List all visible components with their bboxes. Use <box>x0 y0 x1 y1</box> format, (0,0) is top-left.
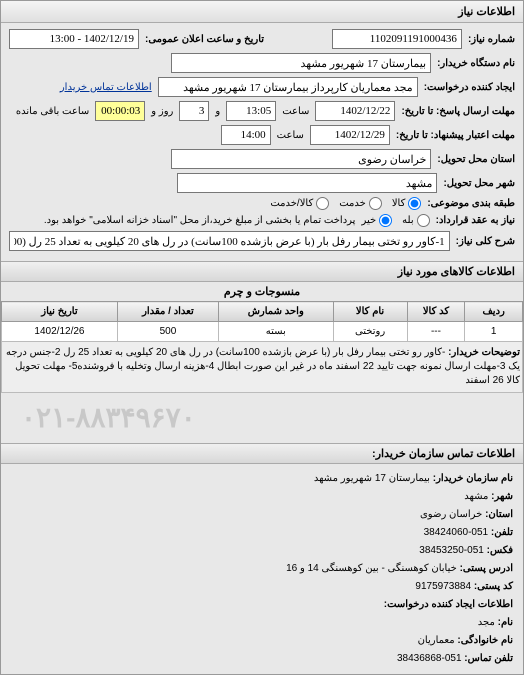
col-date: تاریخ نیاز <box>2 302 118 322</box>
desc-cell: توضیحات خریدار: -کاور رو تختی بیمار رفل … <box>2 342 523 393</box>
city-input[interactable] <box>177 173 437 193</box>
cctel-label: تلفن تماس: <box>464 653 513 664</box>
goods-category: منسوجات و چرم <box>1 282 523 301</box>
czip-val: 9175973884 <box>415 581 471 592</box>
radio-kala[interactable] <box>408 197 421 210</box>
budget-opt-both-label: کالا/خدمت <box>270 198 313 209</box>
desc-row: توضیحات خریدار: -کاور رو تختی بیمار رفل … <box>2 342 523 393</box>
cname-label: نام: <box>498 617 513 628</box>
budget-label: طبقه بندی موضوعی: <box>427 198 515 209</box>
ccity-val: مشهد <box>464 491 488 502</box>
keyword-label: شرح کلی نیاز: <box>456 236 515 247</box>
watermark-area: ۰۲۱-۸۸۳۴۹۶۷۰ <box>1 393 523 443</box>
announce-input[interactable] <box>9 29 139 49</box>
table-header-row: ردیف کد کالا نام کالا واحد شمارش تعداد /… <box>2 302 523 322</box>
deadline-label: مهلت ارسال پاسخ: تا تاریخ: <box>401 106 515 117</box>
cfax-label: فکس: <box>487 545 513 556</box>
validity-date[interactable] <box>310 125 390 145</box>
time-label-1: ساعت <box>282 106 309 117</box>
contract-no[interactable]: خیر <box>361 214 392 227</box>
watermark-text: ۰۲۱-۸۸۳۴۹۶۷۰ <box>21 401 196 434</box>
cprov-label: استان: <box>485 509 513 520</box>
cell-date: 1402/12/26 <box>2 322 118 342</box>
remain-days[interactable] <box>179 101 209 121</box>
ctel-label: تلفن: <box>491 527 513 538</box>
creator-input[interactable] <box>158 77 418 97</box>
cell-code: --- <box>407 322 465 342</box>
cfax-val: 051-38453250 <box>419 545 484 556</box>
clname-label: نام خانوادگی: <box>457 635 513 646</box>
contact-section: نام سازمان خریدار: بیمارستان 17 شهریور م… <box>1 464 523 674</box>
goods-table: ردیف کد کالا نام کالا واحد شمارش تعداد /… <box>1 301 523 393</box>
buyer-input[interactable] <box>171 53 431 73</box>
contact-link[interactable]: اطلاعات تماس خریدار <box>60 82 152 93</box>
cell-qty: 500 <box>117 322 218 342</box>
keyword-input[interactable] <box>9 231 450 251</box>
cell-unit: بسته <box>219 322 334 342</box>
budget-radio-group: کالا خدمت کالا/خدمت <box>270 197 421 210</box>
budget-opt-khedmat-label: خدمت <box>339 198 366 209</box>
creator-label: ایجاد کننده درخواست: <box>424 82 515 93</box>
req-no-input[interactable] <box>332 29 462 49</box>
contract-note: پرداخت تمام یا بخشی از مبلغ خرید،از محل … <box>44 215 356 226</box>
city-label: شهر محل تحویل: <box>443 178 515 189</box>
clname-val: معماریان <box>418 635 455 646</box>
budget-opt-kala[interactable]: کالا <box>392 197 422 210</box>
radio-yes[interactable] <box>417 214 430 227</box>
buyer-label: نام دستگاه خریدار: <box>437 58 515 69</box>
col-qty: تعداد / مقدار <box>117 302 218 322</box>
ccity-label: شهر: <box>491 491 513 502</box>
radio-khedmat[interactable] <box>369 197 382 210</box>
remain-suffix: ساعت باقی مانده <box>16 106 89 117</box>
contract-radio-group: بله خیر <box>361 214 429 227</box>
ctel-val: 051-38424060 <box>424 527 489 538</box>
radio-no[interactable] <box>379 214 392 227</box>
and-label: و <box>215 106 220 117</box>
remain-days-label: روز و <box>151 106 173 117</box>
col-row: ردیف <box>465 302 523 322</box>
time-label-2: ساعت <box>277 130 304 141</box>
cell-row: 1 <box>465 322 523 342</box>
form-area: شماره نیاز: تاریخ و ساعت اعلان عمومی: نا… <box>1 23 523 261</box>
budget-opt-khedmat[interactable]: خدمت <box>339 197 382 210</box>
cell-name: روتختی <box>333 322 407 342</box>
deadline-time[interactable] <box>226 101 276 121</box>
table-row[interactable]: 1 --- روتختی بسته 500 1402/12/26 <box>2 322 523 342</box>
budget-opt-kala-label: کالا <box>392 198 406 209</box>
col-unit: واحد شمارش <box>219 302 334 322</box>
org-label: نام سازمان خریدار: <box>433 473 513 484</box>
goods-section-title: اطلاعات کالاهای مورد نیاز <box>1 261 523 282</box>
cname-val: مجد <box>478 617 495 628</box>
radio-both[interactable] <box>316 197 329 210</box>
desc-text: -کاور رو تختی بیمار رفل بار (با عرض بازش… <box>6 347 520 386</box>
desc-label: توضیحات خریدار: <box>448 347 520 358</box>
deadline-date[interactable] <box>315 101 395 121</box>
province-input[interactable] <box>171 149 431 169</box>
province-label: استان محل تحویل: <box>437 154 515 165</box>
czip-label: کد پستی: <box>474 581 513 592</box>
contract-label: نیاز به عقد قرارداد: <box>436 215 515 226</box>
validity-label: مهلت اعتبار پیشنهاد: تا تاریخ: <box>396 130 515 141</box>
contact-section-title: اطلاعات تماس سازمان خریدار: <box>1 443 523 464</box>
col-code: کد کالا <box>407 302 465 322</box>
caddr-label: ادرس پستی: <box>460 563 513 574</box>
contract-no-label: خیر <box>361 215 376 226</box>
remain-time[interactable] <box>95 101 145 121</box>
req-no-label: شماره نیاز: <box>468 34 515 45</box>
contract-yes[interactable]: بله <box>402 214 429 227</box>
caddr-val: خیابان کوهسنگی - بین کوهسنگی 14 و 16 <box>286 563 457 574</box>
contract-yes-label: بله <box>402 215 413 226</box>
col-name: نام کالا <box>333 302 407 322</box>
announce-label: تاریخ و ساعت اعلان عمومی: <box>145 34 264 45</box>
org-val: بیمارستان 17 شهریور مشهد <box>314 473 430 484</box>
budget-opt-both[interactable]: کالا/خدمت <box>270 197 329 210</box>
cprov-val: خراسان رضوی <box>420 509 482 520</box>
creator-section-label: اطلاعات ایجاد کننده درخواست: <box>384 599 513 610</box>
panel-title: اطلاعات نیاز <box>1 1 523 23</box>
validity-time[interactable] <box>221 125 271 145</box>
cctel-val: 051-38436868 <box>397 653 462 664</box>
